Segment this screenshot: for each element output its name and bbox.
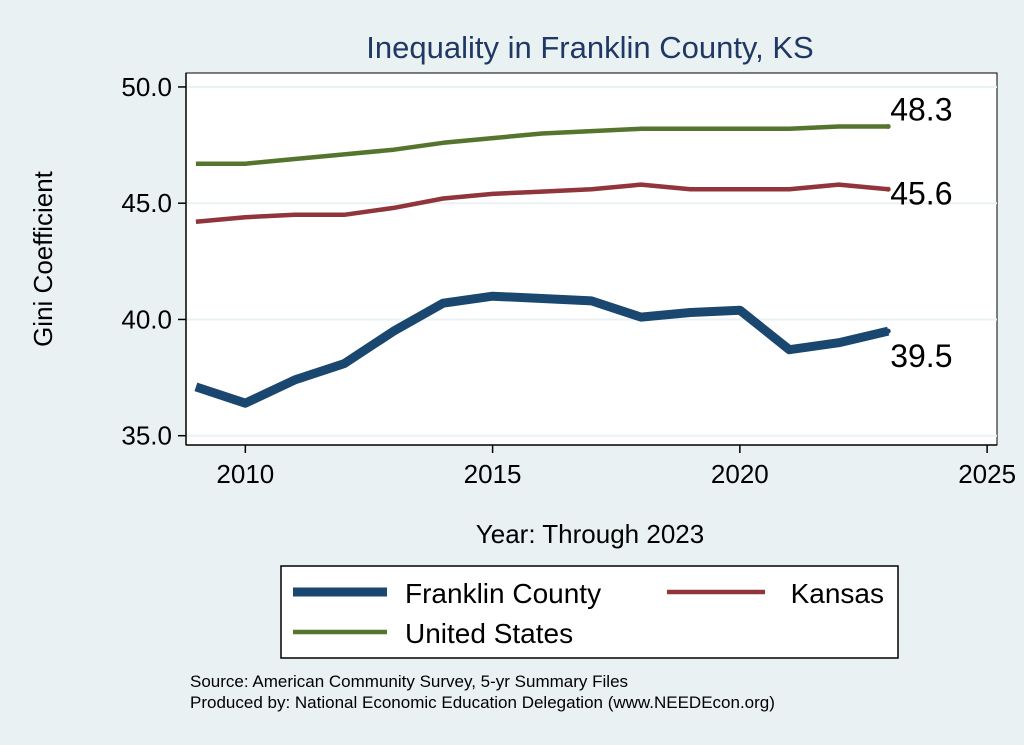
y-tick-label: 50.0	[121, 72, 172, 102]
end-label-kansas: 45.6	[890, 175, 952, 211]
plot-area	[185, 72, 998, 446]
x-tick-label: 2010	[216, 459, 274, 489]
y-axis-title: Gini Coefficient	[28, 170, 58, 347]
series-end-point-united-states	[885, 123, 891, 129]
series-line-franklin-county	[194, 291, 890, 408]
series-line-kansas	[195, 182, 889, 225]
y-tick-label: 45.0	[121, 188, 172, 218]
y-tick-label: 40.0	[121, 304, 172, 334]
gridlines	[186, 85, 997, 437]
x-tick-label: 2015	[464, 459, 522, 489]
chart-title: Inequality in Franklin County, KS	[366, 30, 813, 65]
y-tick-label: 35.0	[121, 421, 172, 451]
series-end-point-kansas	[885, 186, 891, 192]
series-lines	[194, 123, 891, 408]
series-end-point-franklin-county	[885, 328, 891, 334]
x-axis-title: Year: Through 2023	[476, 519, 704, 549]
producer-note: Produced by: National Economic Education…	[190, 693, 775, 712]
x-tick-label: 2020	[711, 459, 769, 489]
legend-label-united-states: United States	[405, 618, 573, 649]
source-note: Source: American Community Survey, 5-yr …	[190, 672, 628, 691]
x-tick-label: 2025	[958, 459, 1016, 489]
legend-label-kansas: Kansas	[791, 578, 884, 609]
series-line-united-states	[195, 124, 889, 166]
legend-box	[280, 565, 899, 659]
end-labels: 39.5 45.6 48.3	[890, 91, 952, 374]
end-label-united-states: 48.3	[890, 91, 952, 127]
axes: 35.0 40.0 45.0 50.0 2010 2015 2020 2025	[121, 72, 1016, 489]
end-label-franklin-county: 39.5	[890, 338, 952, 374]
legend-label-franklin-county: Franklin County	[405, 578, 601, 609]
legend: Franklin County Kansas United States	[280, 565, 899, 659]
